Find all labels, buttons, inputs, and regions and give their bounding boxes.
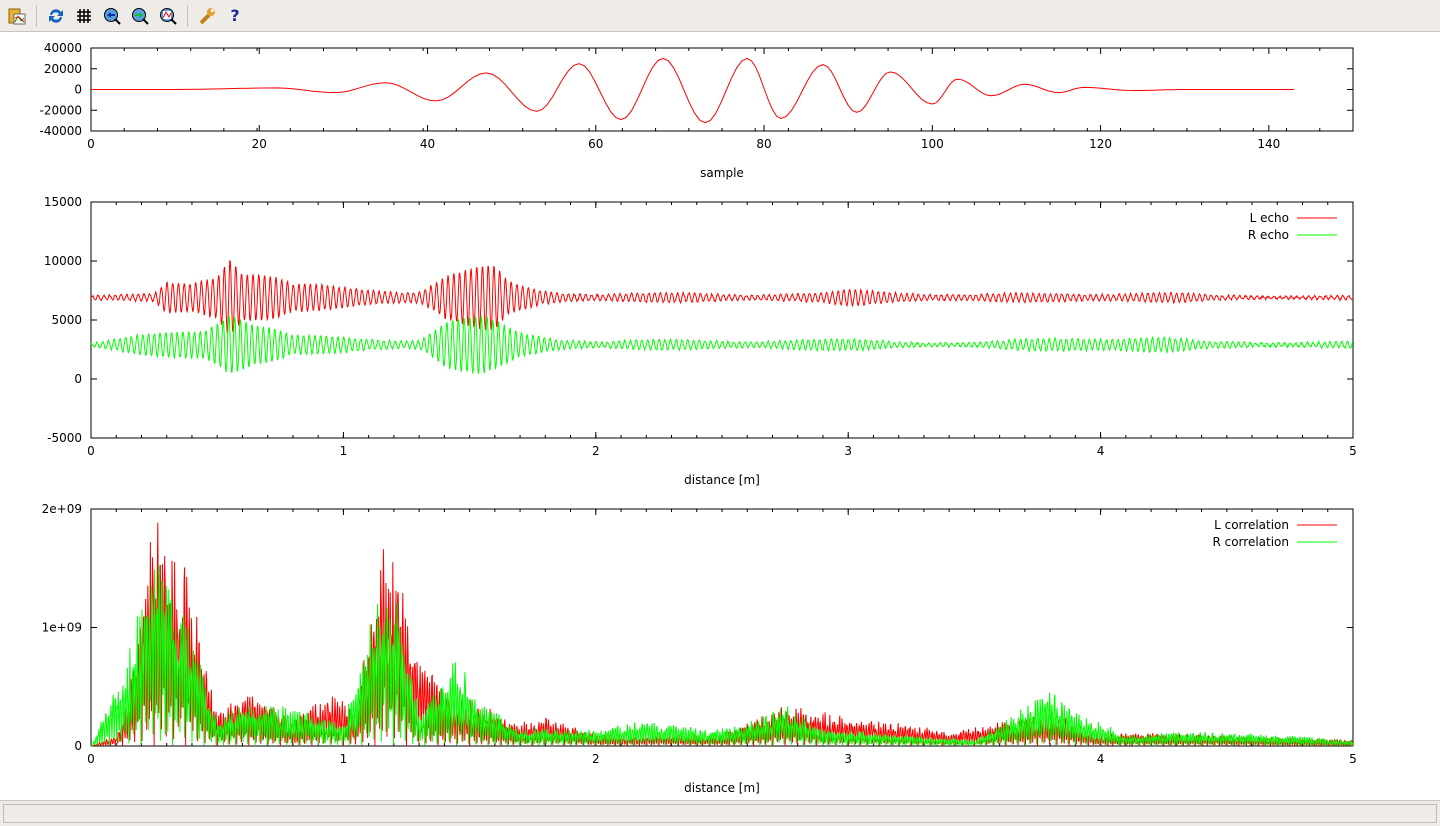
x-tick-label: 5 (1349, 752, 1357, 766)
y-tick-label: 20000 (44, 62, 82, 76)
x-tick-label: 0 (87, 444, 95, 458)
chart-1: 0 20 40 60 80 100 120 140 -40000 -20000 0 20000 4000… (39, 41, 1354, 180)
x-tick-label: 1 (340, 752, 348, 766)
toolbar: ? (0, 0, 1440, 32)
y-tick-label: -5000 (47, 431, 82, 445)
x-tick-label: 140 (1257, 137, 1280, 151)
x-tick-label: 2 (592, 752, 600, 766)
x-tick-label: 100 (921, 137, 944, 151)
series-line-l-correlation (90, 522, 1354, 748)
x-tick-label: 60 (588, 137, 603, 151)
x-axis-label: distance [m] (684, 473, 760, 487)
y-tick-label: 1e+09 (42, 621, 82, 635)
x-tick-label: 4 (1097, 752, 1105, 766)
x-tick-label: 1 (340, 444, 348, 458)
copy-to-clipboard-icon[interactable] (6, 5, 28, 27)
y-tick-label: 5000 (51, 313, 82, 327)
preferences-icon[interactable] (196, 5, 218, 27)
x-tick-label: 5 (1349, 444, 1357, 458)
series-line-l-echo (90, 259, 1354, 334)
plot-border (90, 508, 1354, 747)
x-axis-label: distance [m] (684, 781, 760, 795)
series-line-signal (91, 57, 1295, 124)
x-tick-label: 0 (87, 752, 95, 766)
y-tick-label: 15000 (44, 195, 82, 209)
x-tick-label: 3 (844, 752, 852, 766)
series-line-r-correlation (90, 565, 1354, 748)
x-tick-label: 3 (844, 444, 852, 458)
y-tick-label: -20000 (39, 103, 82, 117)
replot-icon[interactable] (45, 5, 67, 27)
plot-canvas: 0 20 40 60 80 100 120 140-40000-200000200004000… (39, 41, 1357, 795)
x-tick-label: 80 (756, 137, 771, 151)
zoom-previous-icon[interactable] (101, 5, 123, 27)
legend-label: R echo (1248, 228, 1289, 242)
status-bar (0, 800, 1440, 826)
zoom-next-icon[interactable] (129, 5, 151, 27)
y-tick-label: 0 (74, 83, 82, 97)
x-axis-label: sample (700, 166, 744, 180)
series-line-r-echo (90, 314, 1354, 374)
plot-border (90, 201, 1354, 439)
y-tick-label: 0 (74, 739, 82, 753)
chart-3: 0 1 2 3 4 5 0 1e+09 2e+09 distance [m] L correlati… (42, 502, 1357, 795)
toolbar-separator (36, 4, 37, 27)
help-icon[interactable]: ? (230, 6, 240, 25)
legend-label: R correlation (1212, 535, 1289, 549)
chart-2: 0 1 2 3 4 5 -5000 0 5000 10000 15000 distance [m] L … (44, 195, 1357, 487)
y-tick-label: -40000 (39, 124, 82, 138)
x-tick-label: 120 (1089, 137, 1112, 151)
legend-label: L echo (1250, 211, 1289, 225)
y-tick-label: 10000 (44, 254, 82, 268)
y-tick-label: 2e+09 (42, 502, 82, 516)
toolbar-separator (187, 4, 188, 27)
x-tick-label: 2 (592, 444, 600, 458)
x-tick-label: 20 (252, 137, 267, 151)
x-tick-label: 40 (420, 137, 435, 151)
y-tick-label: 0 (74, 372, 82, 386)
y-tick-label: 40000 (44, 41, 82, 55)
x-tick-label: 4 (1097, 444, 1105, 458)
legend-label: L correlation (1214, 518, 1289, 532)
grid-icon[interactable] (73, 5, 95, 27)
autoscale-icon[interactable] (157, 5, 179, 27)
x-tick-label: 0 (87, 137, 95, 151)
